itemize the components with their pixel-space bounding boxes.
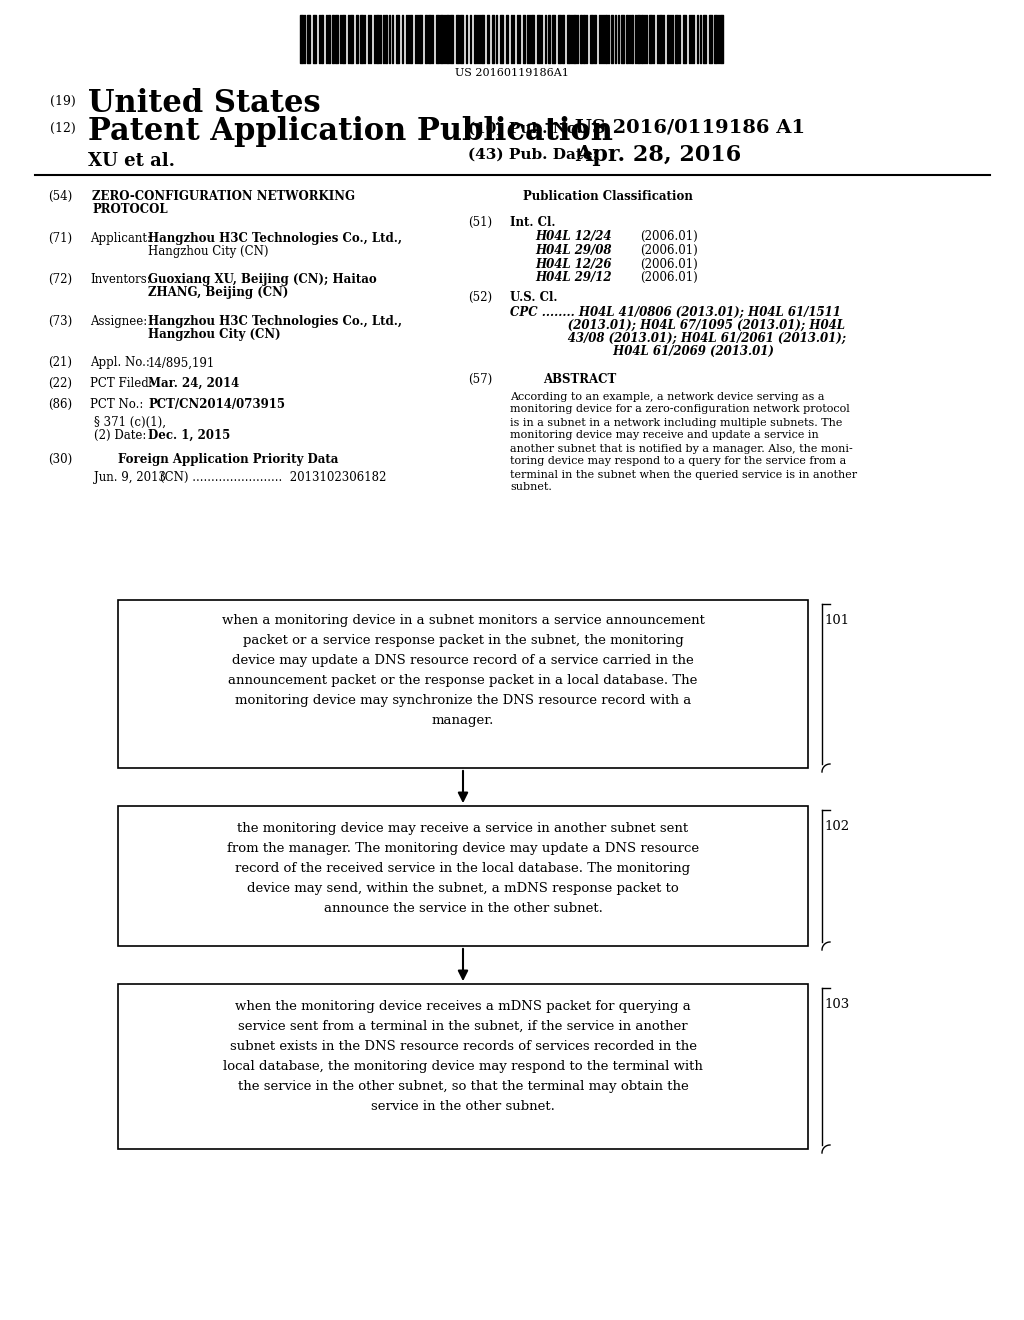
Text: 43/08 (2013.01); H04L 61/2061 (2013.01);: 43/08 (2013.01); H04L 61/2061 (2013.01); [510, 331, 846, 345]
Text: Hangzhou H3C Technologies Co., Ltd.,: Hangzhou H3C Technologies Co., Ltd., [148, 314, 402, 327]
Text: monitoring device may receive and update a service in: monitoring device may receive and update… [510, 430, 819, 441]
Text: toring device may respond to a query for the service from a: toring device may respond to a query for… [510, 457, 846, 466]
Text: service sent from a terminal in the subnet, if the service in another: service sent from a terminal in the subn… [239, 1020, 688, 1034]
Text: PCT Filed:: PCT Filed: [90, 378, 153, 391]
Text: Mar. 24, 2014: Mar. 24, 2014 [148, 378, 240, 391]
Text: manager.: manager. [432, 714, 495, 727]
Text: XU et al.: XU et al. [88, 152, 175, 170]
Text: Dec. 1, 2015: Dec. 1, 2015 [148, 429, 230, 442]
Text: 102: 102 [824, 820, 849, 833]
Text: PROTOCOL: PROTOCOL [92, 203, 168, 216]
Text: Hangzhou City (CN): Hangzhou City (CN) [148, 244, 268, 257]
Text: announcement packet or the response packet in a local database. The: announcement packet or the response pack… [228, 675, 697, 686]
Text: device may update a DNS resource record of a service carried in the: device may update a DNS resource record … [232, 653, 694, 667]
Text: is in a subnet in a network including multiple subnets. The: is in a subnet in a network including mu… [510, 417, 843, 428]
Text: 14/895,191: 14/895,191 [148, 356, 215, 370]
Text: US 2016/0119186 A1: US 2016/0119186 A1 [575, 117, 805, 136]
Text: when a monitoring device in a subnet monitors a service announcement: when a monitoring device in a subnet mon… [221, 614, 705, 627]
Text: Guoxiang XU, Beijing (CN); Haitao: Guoxiang XU, Beijing (CN); Haitao [148, 273, 377, 286]
Text: record of the received service in the local database. The monitoring: record of the received service in the lo… [236, 862, 690, 875]
Text: According to an example, a network device serving as a: According to an example, a network devic… [510, 392, 824, 401]
Text: (2006.01): (2006.01) [640, 230, 697, 243]
Text: (22): (22) [48, 378, 72, 391]
Text: 103: 103 [824, 998, 849, 1011]
Text: (54): (54) [48, 190, 73, 203]
Text: (86): (86) [48, 399, 72, 411]
Text: Foreign Application Priority Data: Foreign Application Priority Data [118, 453, 338, 466]
Text: Appl. No.:: Appl. No.: [90, 356, 150, 370]
Text: ZERO-CONFIGURATION NETWORKING: ZERO-CONFIGURATION NETWORKING [92, 190, 355, 203]
Bar [118, 983, 808, 1148]
Text: subnet.: subnet. [510, 483, 552, 492]
Text: device may send, within the subnet, a mDNS response packet to: device may send, within the subnet, a mD… [247, 882, 679, 895]
Text: packet or a service response packet in the subnet, the monitoring: packet or a service response packet in t… [243, 634, 683, 647]
Text: terminal in the subnet when the queried service is in another: terminal in the subnet when the queried … [510, 470, 857, 479]
Text: (52): (52) [468, 292, 493, 305]
Text: when the monitoring device receives a mDNS packet for querying a: when the monitoring device receives a mD… [236, 1001, 691, 1012]
Text: § 371 (c)(1),: § 371 (c)(1), [94, 416, 166, 429]
Text: local database, the monitoring device may respond to the terminal with: local database, the monitoring device ma… [223, 1060, 702, 1073]
Text: Int. Cl.: Int. Cl. [510, 216, 555, 228]
Text: Hangzhou City (CN): Hangzhou City (CN) [148, 327, 281, 341]
Text: Apr. 28, 2016: Apr. 28, 2016 [575, 144, 741, 166]
Text: (2) Date:: (2) Date: [94, 429, 146, 442]
Text: (30): (30) [48, 453, 73, 466]
Text: (43) Pub. Date:: (43) Pub. Date: [468, 148, 598, 162]
Text: (12): (12) [50, 121, 76, 135]
Text: United States: United States [88, 88, 321, 119]
Text: announce the service in the other subnet.: announce the service in the other subnet… [324, 902, 602, 915]
Text: subnet exists in the DNS resource records of services recorded in the: subnet exists in the DNS resource record… [229, 1040, 696, 1053]
Text: (21): (21) [48, 356, 72, 370]
Text: H04L 12/26: H04L 12/26 [535, 257, 611, 271]
Text: U.S. Cl.: U.S. Cl. [510, 292, 557, 305]
Text: H04L 29/12: H04L 29/12 [535, 271, 611, 284]
Text: (73): (73) [48, 314, 73, 327]
Text: (2006.01): (2006.01) [640, 244, 697, 257]
Text: H04L 12/24: H04L 12/24 [535, 230, 611, 243]
Text: ZHANG, Beijing (CN): ZHANG, Beijing (CN) [148, 286, 289, 300]
Text: (71): (71) [48, 231, 72, 244]
Bar [118, 601, 808, 768]
Text: (2006.01): (2006.01) [640, 257, 697, 271]
Text: monitoring device may synchronize the DNS resource record with a: monitoring device may synchronize the DN… [234, 694, 691, 708]
Text: Inventors:: Inventors: [90, 273, 151, 286]
Text: Jun. 9, 2013: Jun. 9, 2013 [94, 471, 166, 484]
Text: (19): (19) [50, 95, 76, 108]
Text: US 20160119186A1: US 20160119186A1 [455, 69, 569, 78]
Text: (51): (51) [468, 216, 493, 228]
Text: (2013.01); H04L 67/1095 (2013.01); H04L: (2013.01); H04L 67/1095 (2013.01); H04L [510, 318, 845, 331]
Text: (2006.01): (2006.01) [640, 271, 697, 284]
Text: the monitoring device may receive a service in another subnet sent: the monitoring device may receive a serv… [238, 822, 688, 836]
Text: Hangzhou H3C Technologies Co., Ltd.,: Hangzhou H3C Technologies Co., Ltd., [148, 231, 402, 244]
Text: (57): (57) [468, 374, 493, 387]
Text: PCT/CN2014/073915: PCT/CN2014/073915 [148, 399, 285, 411]
Text: service in the other subnet.: service in the other subnet. [371, 1100, 555, 1113]
Text: (CN) ........................  2013102306182: (CN) ........................ 2013102306… [160, 471, 386, 484]
Text: Publication Classification: Publication Classification [523, 190, 693, 203]
Bar [118, 807, 808, 946]
Text: H04L 29/08: H04L 29/08 [535, 244, 611, 257]
Text: (10) Pub. No.:: (10) Pub. No.: [468, 121, 588, 136]
Text: H04L 61/2069 (2013.01): H04L 61/2069 (2013.01) [510, 345, 774, 358]
Text: Patent Application Publication: Patent Application Publication [88, 116, 613, 147]
Text: another subnet that is notified by a manager. Also, the moni-: another subnet that is notified by a man… [510, 444, 853, 454]
Text: 101: 101 [824, 614, 849, 627]
Text: (72): (72) [48, 273, 72, 286]
Text: the service in the other subnet, so that the terminal may obtain the: the service in the other subnet, so that… [238, 1080, 688, 1093]
Text: Applicant:: Applicant: [90, 231, 151, 244]
Text: CPC ........ H04L 41/0806 (2013.01); H04L 61/1511: CPC ........ H04L 41/0806 (2013.01); H04… [510, 306, 841, 318]
Text: Assignee:: Assignee: [90, 314, 147, 327]
Text: PCT No.:: PCT No.: [90, 399, 143, 411]
Text: from the manager. The monitoring device may update a DNS resource: from the manager. The monitoring device … [227, 842, 699, 855]
Text: monitoring device for a zero-configuration network protocol: monitoring device for a zero-configurati… [510, 404, 850, 414]
Text: ABSTRACT: ABSTRACT [543, 374, 616, 387]
